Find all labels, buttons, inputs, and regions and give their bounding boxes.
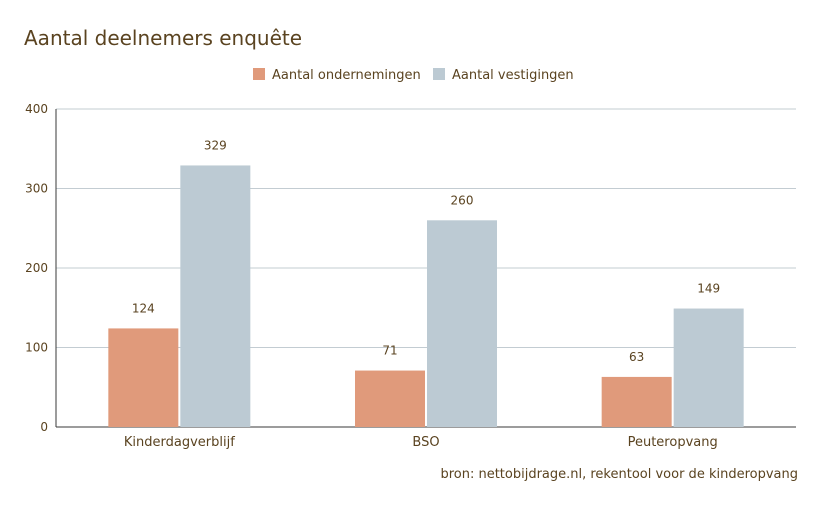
legend-swatch-ondernemingen (253, 68, 265, 80)
data-label: 71 (382, 344, 397, 358)
bar (355, 370, 425, 427)
x-tick-label: Kinderdagverblijf (124, 435, 235, 450)
chart-legend: Aantal ondernemingen Aantal vestigingen (0, 68, 822, 86)
data-label: 329 (204, 138, 227, 152)
data-label: 260 (451, 193, 474, 207)
legend-item-vestigingen: Aantal vestigingen (433, 68, 574, 83)
bar (427, 220, 497, 427)
y-tick-label: 300 (25, 182, 48, 196)
source-note: bron: nettobijdrage.nl, rekentool voor d… (440, 467, 798, 482)
legend-item-ondernemingen: Aantal ondernemingen (253, 68, 421, 83)
legend-label-ondernemingen: Aantal ondernemingen (272, 68, 421, 83)
y-tick-label: 100 (25, 341, 48, 355)
x-tick-label: BSO (412, 435, 439, 450)
bar (673, 308, 744, 427)
legend-swatch-vestigingen (433, 68, 445, 80)
y-tick-label: 400 (25, 102, 48, 116)
legend-label-vestigingen: Aantal vestigingen (452, 68, 574, 83)
bar (108, 328, 179, 427)
data-label: 124 (132, 301, 155, 315)
data-label: 63 (629, 350, 644, 364)
data-label: 149 (697, 282, 720, 296)
y-tick-label: 0 (40, 420, 48, 434)
bar (180, 165, 251, 427)
chart-title: Aantal deelnemers enquête (24, 26, 303, 50)
x-tick-label: Peuteropvang (628, 435, 718, 450)
bar (601, 376, 672, 427)
y-tick-label: 200 (25, 261, 48, 275)
